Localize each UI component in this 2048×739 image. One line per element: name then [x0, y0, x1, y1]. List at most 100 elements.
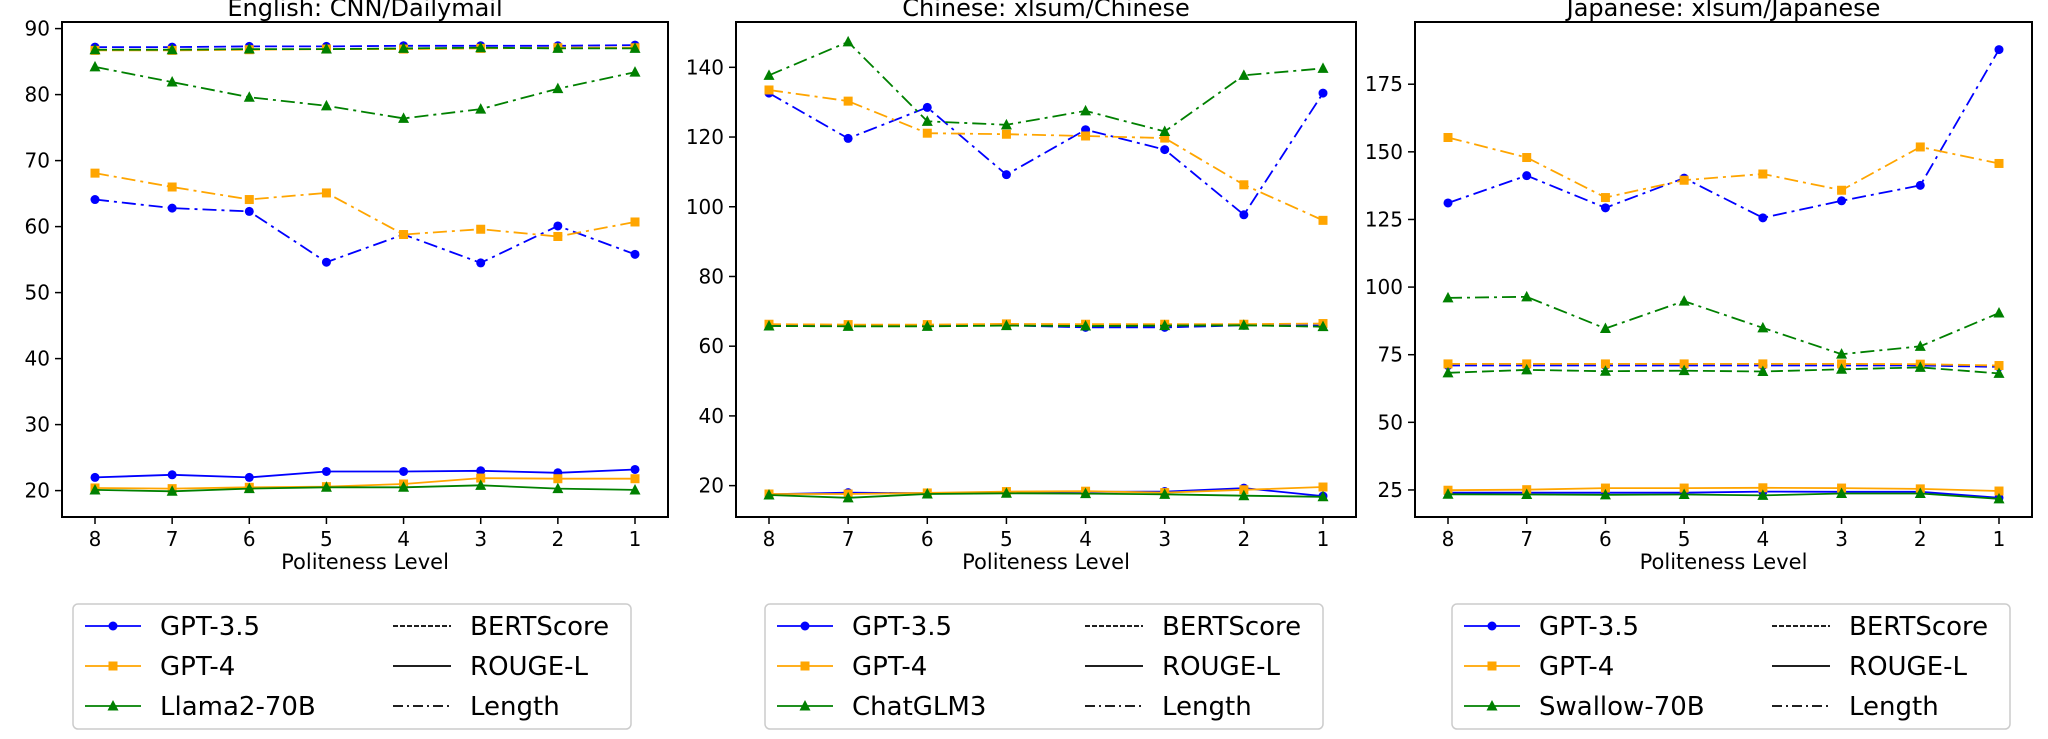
- x-tick-label: 5: [320, 527, 333, 551]
- data-point-gpt-4-rouge-l: [1994, 486, 2004, 496]
- data-point-gpt-4-length: [922, 128, 932, 138]
- data-point-chatglm3-length: [842, 35, 854, 47]
- data-point-llama2-70b-rouge-l: [552, 482, 564, 494]
- legend-label-length: Length: [1849, 692, 1939, 722]
- x-tick-label: 2: [1237, 527, 1250, 551]
- x-tick-label: 1: [629, 527, 642, 551]
- data-point-gpt-4-bertscore: [1679, 359, 1689, 369]
- legend-label-gpt-3-5: GPT-3.5: [1539, 612, 1639, 642]
- y-tick-label: 90: [25, 17, 50, 41]
- data-point-gpt-4-bertscore: [1758, 359, 1768, 369]
- chart-title: English: CNN/Dailymail: [227, 0, 502, 22]
- data-point-llama2-70b-bertscore: [320, 43, 332, 54]
- x-axis-label: Politeness Level: [962, 550, 1130, 574]
- legend-box: [1451, 603, 2011, 730]
- x-tick-label: 5: [1000, 527, 1013, 551]
- data-point-llama2-70b-rouge-l: [398, 481, 410, 492]
- data-point-swallow-70b-length: [1599, 322, 1611, 333]
- series-line-swallow-70b-rouge-l: [1447, 492, 2000, 500]
- x-tick-label: 4: [1079, 527, 1092, 551]
- series-line-chatglm3-rouge-l: [768, 492, 1324, 499]
- y-tick-label: 20: [25, 479, 50, 503]
- data-point-gpt-3-5-length: [922, 102, 932, 112]
- data-point-gpt-4-length: [1081, 131, 1091, 141]
- data-point-swallow-70b-rouge-l: [1836, 487, 1848, 498]
- x-tick-label: 5: [1678, 527, 1691, 551]
- data-point-gpt-4-length: [1443, 133, 1453, 142]
- legend-marker-gpt-4: [800, 661, 810, 671]
- y-tick-label: 80: [699, 264, 724, 288]
- data-point-llama2-70b-length: [552, 82, 564, 94]
- legend-box: [764, 603, 1324, 730]
- data-point-swallow-70b-bertscore: [1599, 365, 1611, 376]
- y-tick-label: 40: [25, 347, 50, 371]
- data-point-chatglm3-length: [1080, 104, 1092, 116]
- series-line-gpt-4-length: [94, 172, 636, 238]
- data-point-gpt-3-5-rouge-l: [476, 466, 486, 476]
- y-tick-label: 30: [25, 413, 50, 437]
- data-point-gpt-4-length: [321, 188, 331, 198]
- data-point-gpt-4-length: [476, 224, 486, 234]
- data-point-gpt-4-length: [1600, 193, 1610, 203]
- data-point-chatglm3-bertscore: [1159, 319, 1171, 331]
- y-tick-label: 140: [686, 55, 724, 79]
- x-tick-label: 3: [1835, 527, 1848, 551]
- legend-marker-swallow-70b: [1486, 700, 1498, 711]
- x-tick-label: 7: [842, 527, 855, 551]
- data-point-chatglm3-length: [763, 69, 775, 80]
- data-point-llama2-70b-bertscore: [629, 42, 641, 53]
- data-point-gpt-4-length: [1915, 142, 1925, 152]
- data-point-chatglm3-bertscore: [1080, 319, 1092, 331]
- legend-marker-gpt-4: [1487, 661, 1497, 671]
- legend-label-chatglm3: ChatGLM3: [852, 692, 986, 722]
- legend: GPT-3.5 GPT-4 Llama2-70B BERTScore ROUGE-L Le…: [72, 603, 632, 730]
- series-line-gpt-3-5-rouge-l: [94, 468, 636, 479]
- y-tick-label: 100: [1365, 275, 1403, 299]
- series-line-gpt-3-5-length: [768, 92, 1324, 217]
- series-line-chatglm3-length: [768, 40, 1324, 133]
- chart-panel-2: Chinese: xlsum/Chinese 20 40 60 80 100 120 140 8…: [686, 0, 1357, 730]
- x-axis-label: Politeness Level: [1640, 550, 1808, 574]
- y-tick-label: 75: [1378, 343, 1403, 367]
- chart-panel-3: Japanese: xlsum/Japanese2550751001251501…: [1365, 0, 2033, 730]
- data-point-gpt-4-rouge-l: [1600, 483, 1610, 493]
- y-tick-label: 175: [1365, 72, 1403, 96]
- series-line-swallow-70b-length: [1447, 295, 2000, 356]
- x-tick-label: 7: [166, 527, 179, 551]
- data-point-llama2-70b-bertscore: [166, 43, 178, 55]
- series-line-llama2-70b-length: [94, 66, 636, 120]
- data-point-gpt-4-bertscore: [1994, 361, 2004, 371]
- legend-label-gpt-4: GPT-4: [852, 652, 927, 682]
- x-tick-label: 7: [1520, 527, 1533, 551]
- data-point-swallow-70b-length: [1521, 290, 1533, 302]
- data-point-chatglm3-bertscore: [763, 319, 775, 331]
- plot-frame: [1414, 21, 2033, 518]
- data-point-gpt-3-5-length: [244, 206, 254, 216]
- data-point-swallow-70b-length: [1914, 340, 1926, 351]
- legend-label-bertscore: BERTScore: [1849, 612, 1988, 642]
- data-point-swallow-70b-length: [1836, 348, 1848, 359]
- data-point-swallow-70b-bertscore: [1521, 363, 1533, 375]
- series-line-chatglm3-bertscore: [768, 324, 1324, 328]
- data-point-chatglm3-length: [1317, 62, 1329, 73]
- data-point-llama2-70b-length: [243, 91, 255, 102]
- data-point-gpt-3-5-length: [1837, 196, 1847, 206]
- x-tick-label: 8: [763, 527, 776, 551]
- data-point-swallow-70b-bertscore: [1442, 366, 1454, 378]
- data-point-swallow-70b-rouge-l: [1993, 492, 2005, 504]
- data-point-chatglm3-bertscore: [1317, 320, 1329, 332]
- data-point-gpt-3-5-length: [321, 257, 331, 267]
- data-point-swallow-70b-rouge-l: [1914, 487, 1926, 498]
- data-point-llama2-70b-rouge-l: [475, 479, 487, 490]
- data-point-llama2-70b-rouge-l: [166, 485, 178, 496]
- legend-marker-gpt-4: [108, 661, 118, 671]
- series-line-gpt-4-rouge-l: [94, 477, 635, 490]
- x-tick-label: 1: [1993, 527, 2006, 551]
- data-point-gpt-4-length: [1522, 153, 1532, 163]
- x-tick-label: 6: [921, 527, 934, 551]
- data-point-chatglm3-rouge-l: [763, 489, 775, 500]
- legend: GPT-3.5 GPT-4 Swallow-70B BERTScore ROUGE-L L…: [1451, 603, 2011, 730]
- data-point-llama2-70b-length: [398, 112, 410, 123]
- data-point-gpt-4-length: [399, 230, 409, 240]
- plot-frame: [735, 21, 1357, 518]
